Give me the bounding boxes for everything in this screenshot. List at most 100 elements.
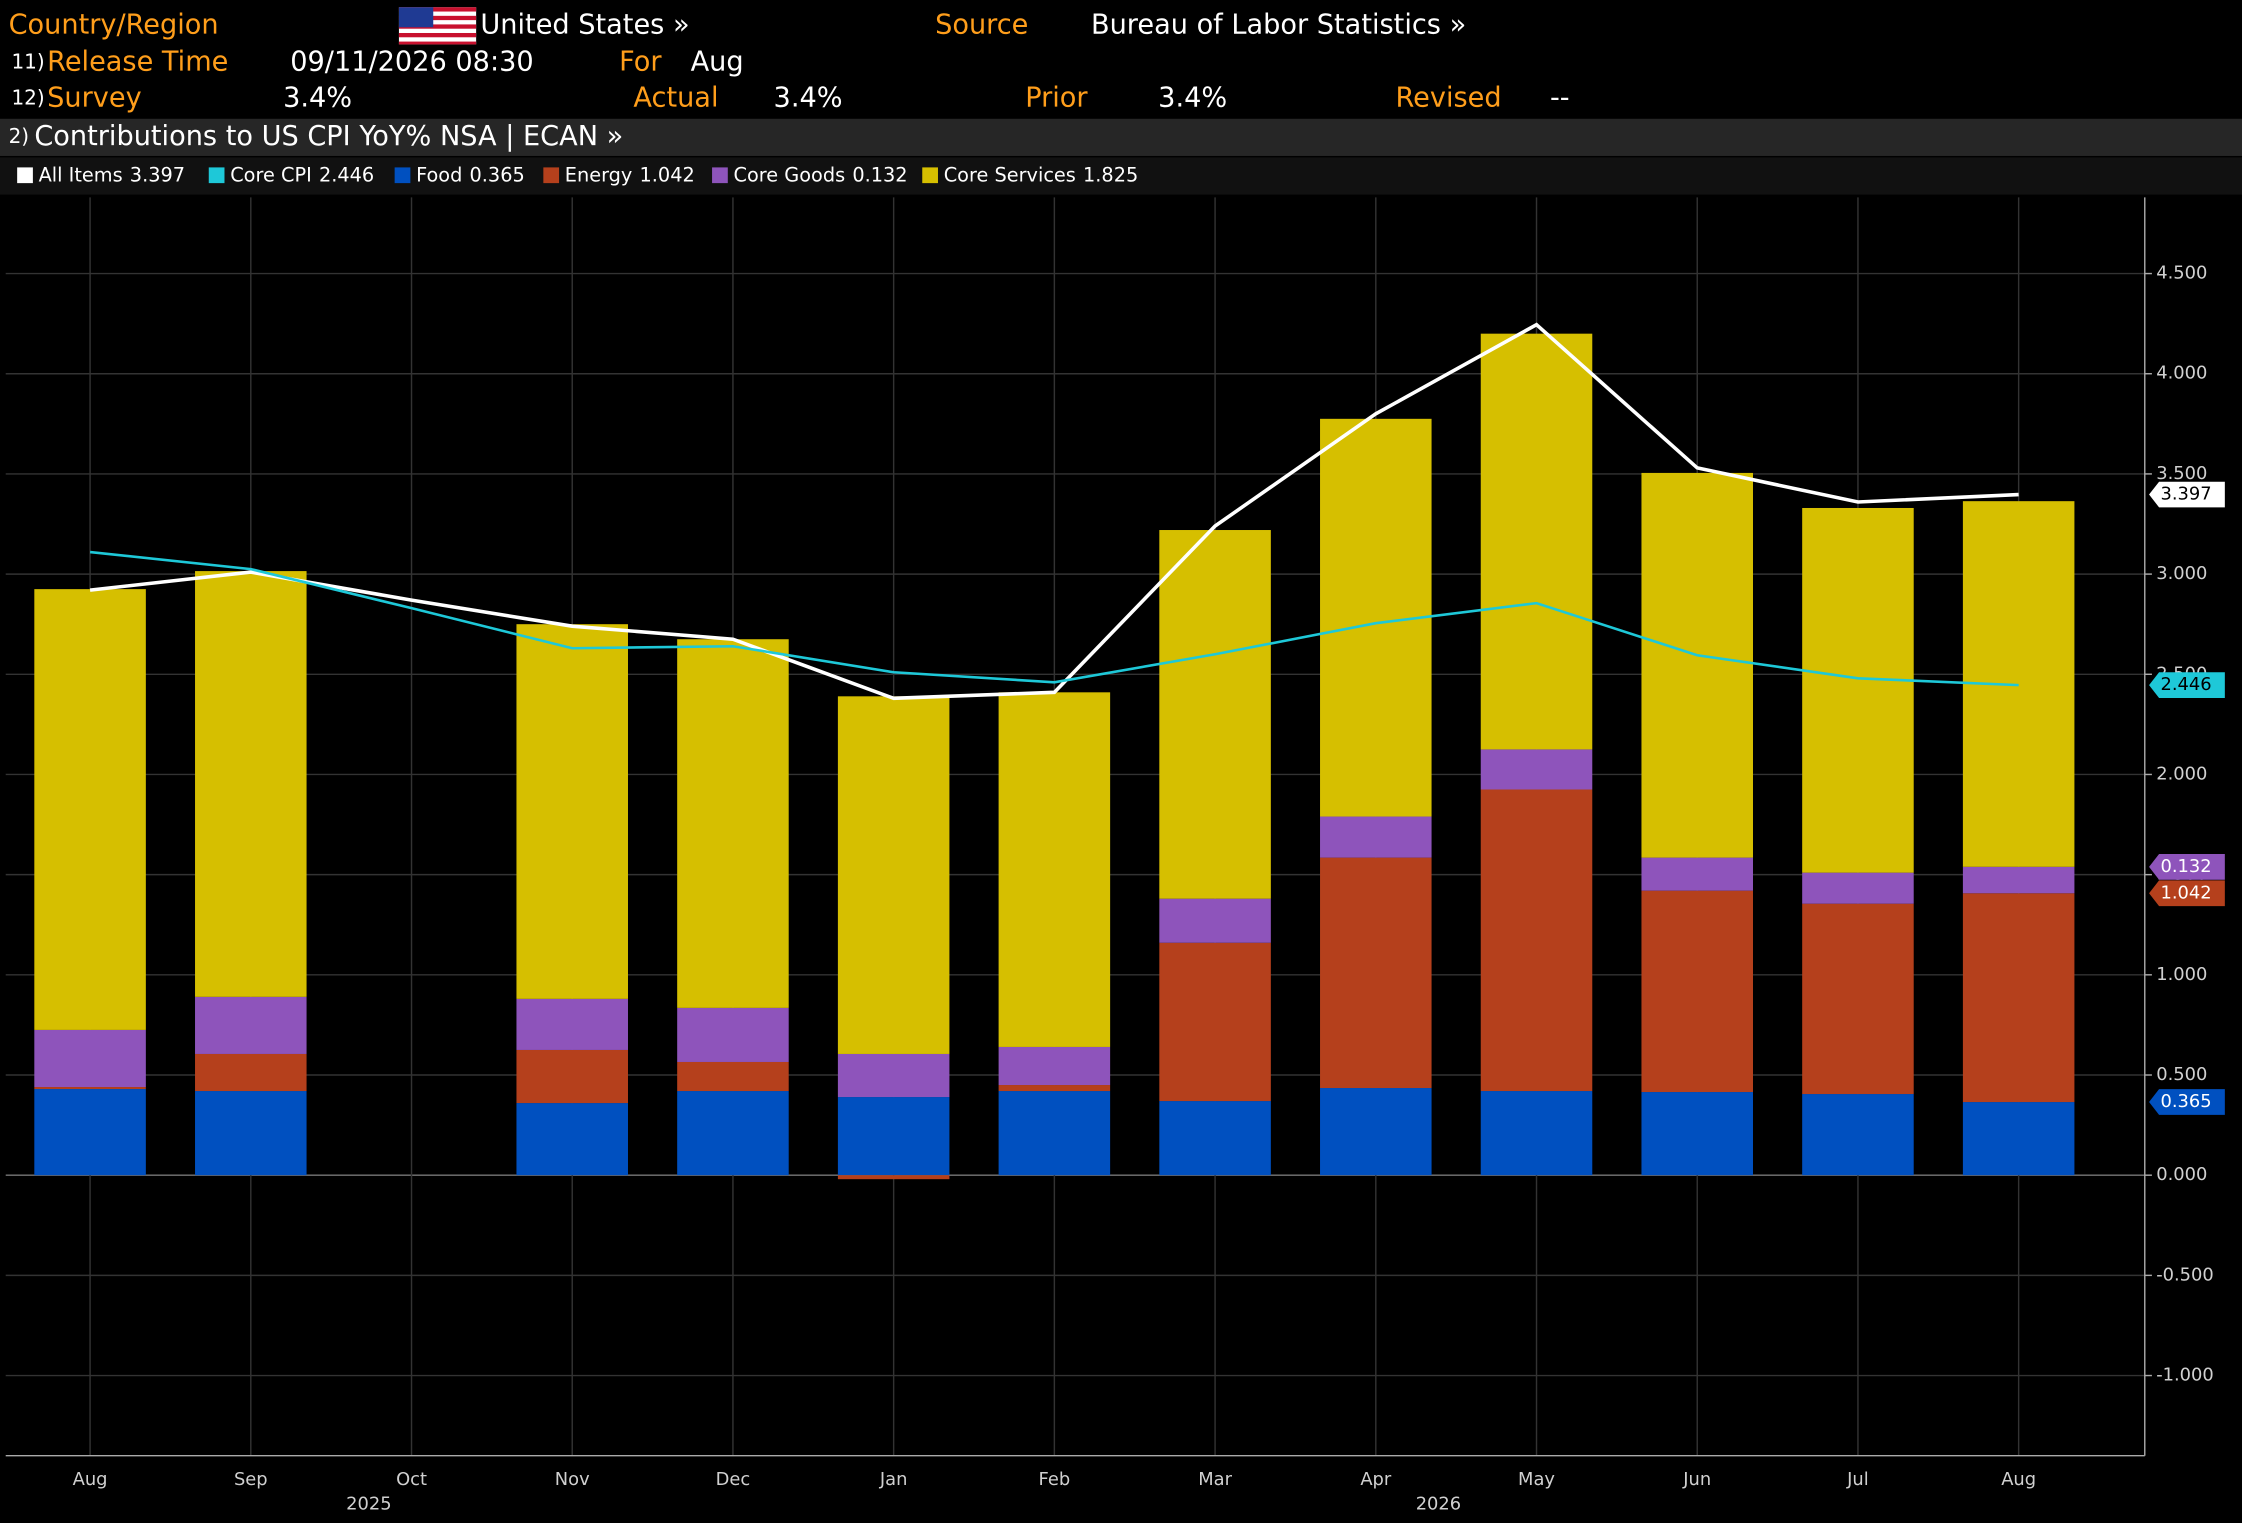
- x-tick-label: Dec: [716, 1469, 751, 1490]
- bar: [1320, 857, 1432, 1089]
- row-number[interactable]: 12): [11, 85, 44, 109]
- x-tick-label: Nov: [555, 1469, 590, 1490]
- value-tag-label: 3.397: [2160, 484, 2211, 505]
- bar: [1802, 872, 1914, 904]
- legend-swatch: [712, 167, 728, 184]
- actual-label: Actual: [633, 82, 718, 113]
- bar: [1159, 898, 1271, 943]
- x-tick-label: Sep: [234, 1469, 268, 1490]
- legend-swatch: [394, 167, 411, 184]
- y-tick-label: 0.000: [2156, 1164, 2207, 1185]
- x-tick-label: Jul: [1846, 1469, 1869, 1490]
- country-value[interactable]: United States »: [480, 9, 689, 40]
- bar: [195, 571, 307, 997]
- actual-value: 3.4%: [774, 82, 843, 113]
- y-tick-label: 4.500: [2156, 263, 2207, 284]
- for-value: Aug: [691, 47, 744, 78]
- bar: [1641, 857, 1753, 891]
- line: [89, 550, 2019, 687]
- legend-label: Energy: [565, 163, 633, 186]
- prior-label: Prior: [1025, 82, 1088, 113]
- line: [89, 322, 2019, 701]
- x-tick-label: May: [1518, 1469, 1555, 1490]
- country-label: Country/Region: [9, 9, 219, 40]
- panel-number[interactable]: 2): [9, 124, 30, 148]
- legend-label: Core Services: [944, 163, 1076, 186]
- bar: [1480, 749, 1593, 790]
- x-tick-label: Jun: [1682, 1469, 1711, 1490]
- value-tag: [2149, 853, 2225, 880]
- year-label: 2025: [346, 1493, 391, 1514]
- bar: [837, 1097, 950, 1176]
- value-tag: [2149, 672, 2225, 698]
- legend-value: 0.132: [852, 163, 907, 186]
- bar: [837, 1053, 950, 1098]
- legend-swatch: [208, 167, 225, 184]
- survey-label[interactable]: Survey: [47, 82, 141, 113]
- bar: [34, 1089, 146, 1176]
- legend-label: All Items: [39, 163, 123, 186]
- y-tick-label: 0.500: [2156, 1064, 2207, 1085]
- x-tick-label: Mar: [1198, 1469, 1232, 1490]
- y-tick-label: 3.500: [2156, 463, 2207, 484]
- legend-swatch: [543, 167, 560, 184]
- legend-label: Core Goods: [734, 163, 846, 186]
- legend-value: 1.825: [1083, 163, 1138, 186]
- release-label[interactable]: Release Time: [47, 47, 228, 78]
- bar: [516, 1049, 628, 1104]
- bar: [1480, 789, 1593, 1092]
- legend-bar: [0, 157, 2242, 195]
- bar: [1962, 866, 2075, 894]
- legend-value: 3.397: [130, 163, 185, 186]
- x-tick-label: Aug: [2001, 1469, 2036, 1490]
- x-tick-label: Aug: [73, 1469, 108, 1490]
- bar: [516, 998, 628, 1050]
- bar: [34, 1087, 146, 1090]
- prior-value: 3.4%: [1158, 82, 1227, 113]
- value-tag-label: 0.132: [2160, 856, 2211, 877]
- bar: [677, 1091, 789, 1176]
- survey-value: 3.4%: [283, 82, 352, 113]
- panel-title[interactable]: Contributions to US CPI YoY% NSA | ECAN …: [34, 121, 623, 152]
- for-label: For: [619, 47, 662, 78]
- x-tick-label: Apr: [1360, 1469, 1392, 1490]
- row-number[interactable]: 11): [11, 50, 44, 74]
- bar: [1159, 1101, 1271, 1176]
- us-flag: [398, 7, 477, 45]
- y-tick-label: 2.000: [2156, 763, 2207, 784]
- bar: [1480, 333, 1593, 750]
- bar: [837, 1175, 950, 1180]
- bar: [1320, 816, 1432, 858]
- bar: [1641, 472, 1753, 858]
- y-tick-label: -0.500: [2156, 1264, 2214, 1285]
- value-tag: [2149, 481, 2225, 508]
- bar: [1641, 890, 1753, 1093]
- x-tick-label: Oct: [396, 1469, 427, 1490]
- bar: [1480, 1091, 1593, 1176]
- value-tag-label: 0.365: [2160, 1091, 2211, 1112]
- bar: [677, 639, 789, 1008]
- bar: [1159, 530, 1271, 899]
- x-tick-label: Feb: [1039, 1469, 1071, 1490]
- bar: [195, 996, 307, 1054]
- bar: [195, 1091, 307, 1176]
- legend-label: Core CPI: [230, 163, 312, 186]
- legend-swatch: [17, 167, 33, 184]
- bar: [998, 1046, 1111, 1086]
- bar: [1802, 903, 1914, 1095]
- bar: [1641, 1092, 1753, 1176]
- legend-value: 0.365: [470, 163, 525, 186]
- bar: [1962, 1102, 2075, 1176]
- value-tag: [2149, 1089, 2225, 1115]
- y-tick-label: 1.000: [2156, 964, 2207, 985]
- panel-bar: [0, 118, 2242, 156]
- revised-label: Revised: [1396, 82, 1502, 113]
- bar: [677, 1007, 789, 1062]
- y-tick-label: -1.000: [2156, 1365, 2214, 1386]
- source-value[interactable]: Bureau of Labor Statistics »: [1091, 9, 1466, 40]
- value-tag-label: 2.446: [2160, 674, 2211, 695]
- legend-value: 2.446: [319, 163, 374, 186]
- bar: [837, 696, 950, 1054]
